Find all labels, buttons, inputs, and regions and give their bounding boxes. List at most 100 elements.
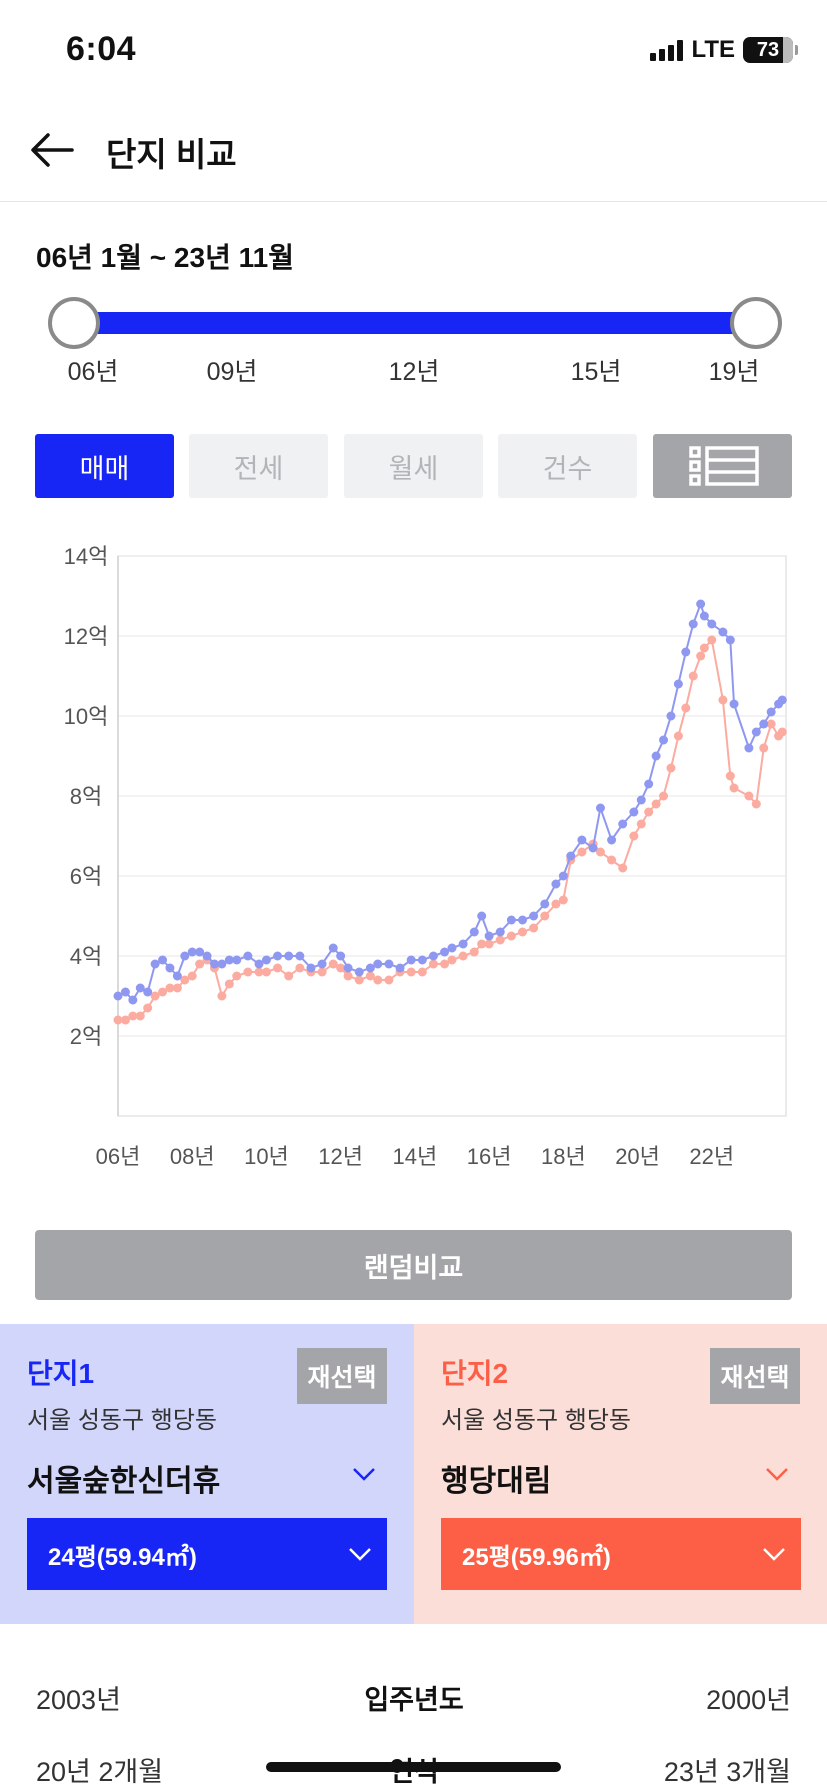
data-point [688,671,698,681]
data-point [113,1015,123,1025]
plot-area [117,555,787,1117]
info-label: 입주년도 [364,1685,464,1715]
data-point [729,699,739,709]
data-point [120,987,130,997]
home-indicator [266,1762,561,1772]
data-point [469,927,479,937]
slider-track [74,312,754,334]
data-point [681,647,691,657]
data-point [384,959,394,969]
tab-jeonse[interactable]: 전세 [189,434,328,498]
data-point [343,963,353,973]
complex2-size-select[interactable]: 25평(59.96㎡) [441,1518,801,1590]
slider-ticks: 06년 09년 12년 15년 19년 [0,352,827,392]
status-bar: 6:04 LTE 73 [0,0,827,100]
data-point [673,731,683,741]
back-arrow-icon[interactable] [28,130,76,170]
date-range-slider[interactable] [44,296,784,350]
x-tick-label: 14년 [393,1144,438,1169]
battery-level: 73 [756,38,780,61]
slider-tick: 12년 [388,358,440,386]
data-point [477,911,487,921]
complex1-size-value: 24평(59.94㎡) [48,1543,197,1571]
data-point [777,727,787,737]
tab-sale[interactable]: 매매 [35,434,174,498]
chevron-down-icon[interactable] [765,1466,789,1482]
slider-tick: 09년 [206,358,258,386]
data-point [577,847,587,857]
data-point [751,727,761,737]
chevron-down-icon [349,1548,371,1561]
data-point [135,1011,145,1021]
slider-start-knob[interactable] [48,297,100,349]
data-point [113,991,123,1001]
complex1-panel: 단지1 재선택 서울 성동구 행당동 서울숲한신더휴 24평(59.94㎡) [0,1324,414,1624]
data-point [440,947,450,957]
data-point [518,915,528,925]
data-point [354,975,364,985]
data-point [718,695,728,705]
y-tick-label: 2억 [70,1024,102,1049]
data-point [254,967,264,977]
data-point [295,951,305,961]
data-point [644,779,654,789]
data-point [328,943,338,953]
data-point [529,923,539,933]
data-point [165,983,175,993]
x-tick-label: 08년 [170,1144,215,1169]
price-line-chart: 2억 4억 6억 8억 10억 12억 14억 06년 08년 10년 12년 14년 16년 18년 20… [64,544,787,1169]
chevron-down-icon[interactable] [352,1466,376,1482]
complex1-reselect-button[interactable]: 재선택 [297,1348,387,1404]
data-point [666,763,676,773]
data-point [243,967,253,977]
random-compare-button[interactable]: 랜덤비교 [35,1230,792,1300]
data-point [354,967,364,977]
data-point [744,743,754,753]
date-range-label: 06년 1월 ~ 23년 11월 [36,242,294,273]
data-point [336,951,346,961]
complex1-label: 단지1 [27,1358,95,1389]
data-point [495,927,505,937]
data-point [224,955,234,965]
data-point [343,971,353,981]
data-point [607,835,617,845]
data-point [777,695,787,705]
data-point [417,955,427,965]
tab-monthly-rent[interactable]: 월세 [344,434,483,498]
complex2-reselect-button[interactable]: 재선택 [710,1348,800,1404]
data-point [577,835,587,845]
data-point [447,955,457,965]
data-point [172,983,182,993]
data-point [696,651,706,661]
data-point [447,943,457,953]
data-point [373,975,383,985]
y-tick-label: 10억 [64,704,109,729]
complex1-size-select[interactable]: 24평(59.94㎡) [27,1518,387,1590]
data-point [143,1003,153,1013]
slider-end-knob[interactable] [730,297,782,349]
data-point [484,931,494,941]
data-point [261,955,271,965]
slider-tick: 19년 [708,358,760,386]
x-tick-label: 12년 [318,1144,363,1169]
data-point [688,619,698,629]
tab-transaction-count[interactable]: 건수 [498,434,637,498]
data-point [718,627,728,637]
data-point [187,947,197,957]
data-point [607,855,617,865]
data-point [551,879,561,889]
data-point [384,975,394,985]
info-row-move-in-year: 2003년 입주년도 2000년 [0,1678,827,1728]
data-point [696,599,706,609]
data-point [180,975,190,985]
data-point [629,831,639,841]
data-point [725,635,735,645]
data-point [766,719,776,729]
data-point [551,899,561,909]
list-view-button[interactable] [653,434,792,498]
data-point [666,711,676,721]
data-point [440,959,450,969]
x-tick-label: 20년 [615,1144,660,1169]
data-point [588,843,598,853]
data-point [469,947,479,957]
